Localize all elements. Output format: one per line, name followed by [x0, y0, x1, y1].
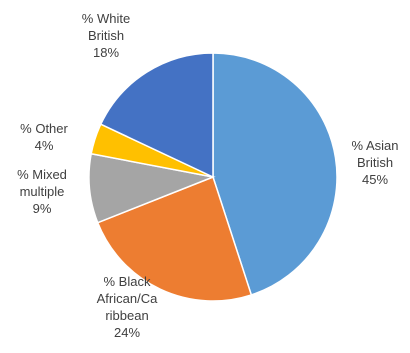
data-label-line: African/Ca: [97, 291, 158, 306]
pie-slice-white-british: [99, 52, 214, 179]
data-label-line: % Mixed: [17, 167, 67, 182]
data-label-line: % White: [82, 11, 130, 26]
data-label-percent: 4%: [35, 138, 54, 153]
data-label-black-african-caribbean: % Black African/Ca ribbean 24%: [97, 274, 158, 340]
data-label-percent: 18%: [93, 45, 119, 60]
data-label-line: % Black: [104, 274, 151, 289]
data-label-other: % Other 4%: [20, 121, 68, 153]
data-label-percent: 45%: [362, 172, 388, 187]
pie-slice-asian-british: [212, 52, 338, 296]
data-label-line: % Asian: [352, 138, 399, 153]
data-label-line: ribbean: [105, 308, 148, 323]
data-label-percent: 9%: [33, 201, 52, 216]
data-label-line: British: [88, 28, 124, 43]
data-label-white-british: % White British 18%: [82, 11, 130, 60]
data-label-mixed-multiple: % Mixed multiple 9%: [17, 167, 67, 216]
data-label-asian-british: % Asian British 45%: [352, 138, 399, 187]
data-label-line: British: [357, 155, 393, 170]
data-label-line: % Other: [20, 121, 68, 136]
data-label-line: multiple: [20, 184, 65, 199]
pie-data-labels: % Asian British 45% % Black African/Ca ribbea…: [17, 11, 398, 340]
data-label-percent: 24%: [114, 325, 140, 340]
pie-slices: [88, 52, 338, 302]
